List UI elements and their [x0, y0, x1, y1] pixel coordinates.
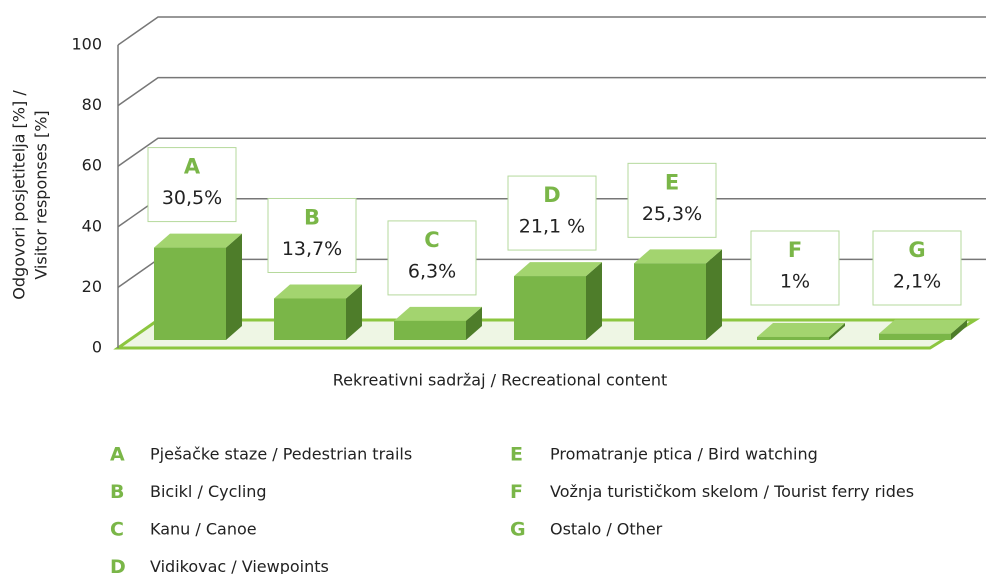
bar-side: [706, 249, 722, 340]
bar-side: [226, 233, 242, 340]
bar-top: [514, 262, 602, 277]
bar: [757, 336, 829, 340]
legend-letter: F: [510, 481, 523, 503]
grid-line: [117, 137, 986, 167]
data-label: 25,3%: [642, 203, 702, 225]
legend-letter: B: [110, 481, 124, 503]
label-box: [872, 230, 962, 306]
grid-line: [117, 76, 986, 107]
bar: [394, 320, 466, 340]
label-box: [387, 220, 477, 296]
data-label: 13,7%: [282, 238, 342, 260]
label-box: [147, 147, 237, 223]
bar-side: [586, 262, 602, 340]
legend-letter: C: [110, 519, 124, 541]
data-label: 1%: [780, 271, 810, 293]
legend-text: Ostalo / Other: [550, 520, 663, 539]
bar-letter: C: [424, 228, 439, 252]
legend-text: Kanu / Canoe: [150, 520, 257, 539]
legend-text: Promatranje ptica / Bird watching: [550, 445, 818, 464]
bar-side: [346, 284, 362, 340]
y-tick-label: 80: [82, 95, 102, 114]
data-label: 6,3%: [408, 260, 456, 282]
bar-letter: F: [788, 238, 802, 262]
legend-letter: G: [510, 519, 526, 541]
y-tick-label: 60: [82, 156, 102, 175]
legend-letter: E: [510, 444, 523, 466]
bar-letter: B: [304, 205, 320, 229]
y-tick-label: 40: [82, 216, 102, 235]
data-label: 2,1%: [893, 271, 941, 293]
y-tick-label: 20: [82, 277, 102, 296]
bar: [879, 333, 951, 340]
grid-line: [117, 16, 986, 46]
data-label: 30,5%: [162, 187, 222, 209]
legend-text: Bicikl / Cycling: [150, 482, 267, 501]
y-axis-label: Odgovori posjetitelja [%] /: [10, 90, 29, 300]
bar-top: [757, 322, 845, 337]
x-axis-label: Rekreativni sadržaj / Recreational conte…: [333, 371, 667, 390]
legend-text: Pješačke staze / Pedestrian trails: [150, 445, 412, 464]
y-tick-label: 100: [71, 35, 102, 54]
label-box: [267, 197, 357, 273]
legend-text: Vidikovac / Viewpoints: [150, 557, 329, 574]
bar-side: [466, 306, 482, 340]
bar-top: [274, 284, 362, 299]
bar-letter: G: [908, 238, 925, 262]
bar: [274, 298, 346, 340]
bar-top: [394, 306, 482, 321]
bar-top: [634, 249, 722, 264]
bar: [634, 263, 706, 340]
data-label: 21,1 %: [519, 216, 585, 238]
bar-top: [154, 233, 242, 248]
bar-top: [879, 319, 967, 334]
bar: [514, 276, 586, 340]
label-box: [507, 175, 597, 251]
label-box: [750, 230, 840, 306]
y-tick-label: 0: [92, 338, 102, 357]
legend-letter: D: [110, 556, 126, 574]
legend-text: Vožnja turističkom skelom / Tourist ferr…: [550, 482, 914, 501]
label-box: [627, 162, 717, 238]
bar-side: [829, 322, 845, 340]
bar-side: [951, 319, 967, 340]
bar-letter: A: [184, 155, 201, 179]
legend-letter: A: [110, 444, 125, 466]
y-axis-label: Visitor responses [%]: [32, 110, 51, 279]
bar-letter: E: [665, 170, 679, 194]
bar: [154, 247, 226, 340]
bar-letter: D: [543, 183, 560, 207]
